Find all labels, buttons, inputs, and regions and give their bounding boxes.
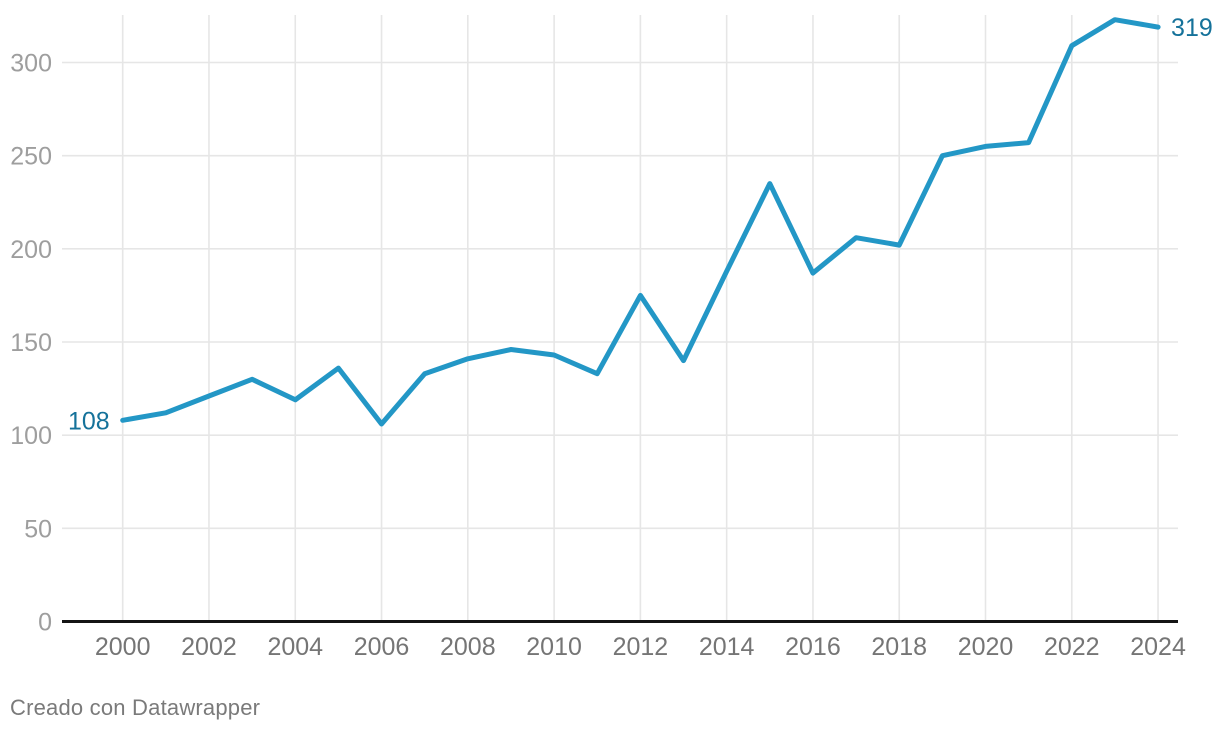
x-tick-label: 2016	[785, 633, 841, 661]
x-tick-label: 2002	[181, 633, 237, 661]
x-tick-label: 2018	[871, 633, 927, 661]
x-tick-label: 2014	[699, 633, 755, 661]
y-tick-label: 0	[38, 609, 52, 637]
y-tick-label: 200	[10, 236, 52, 264]
chart-canvas: 0 50 100 150 200 250 300 2000 2002 2004 2006 2008 20…	[10, 14, 1213, 661]
y-tick-label: 50	[24, 515, 52, 543]
y-tick-label: 100	[10, 422, 52, 450]
x-tick-label: 2024	[1130, 633, 1186, 661]
x-tick-label: 2006	[354, 633, 410, 661]
x-tick-label: 2004	[267, 633, 323, 661]
data-line	[120, 17, 1161, 427]
y-tick-label: 150	[10, 329, 52, 357]
x-tick-label: 2012	[613, 633, 669, 661]
start-value-label: 108	[68, 407, 110, 435]
y-tick-label: 250	[10, 143, 52, 171]
x-tick-label: 2020	[958, 633, 1014, 661]
x-tick-label: 2010	[526, 633, 582, 661]
end-value-label: 319	[1171, 14, 1213, 42]
x-tick-label: 2008	[440, 633, 496, 661]
attribution-text: Creado con Datawrapper	[10, 695, 261, 720]
x-tick-label: 2022	[1044, 633, 1100, 661]
y-tick-label: 300	[10, 50, 52, 78]
x-tick-label: 2000	[95, 633, 151, 661]
